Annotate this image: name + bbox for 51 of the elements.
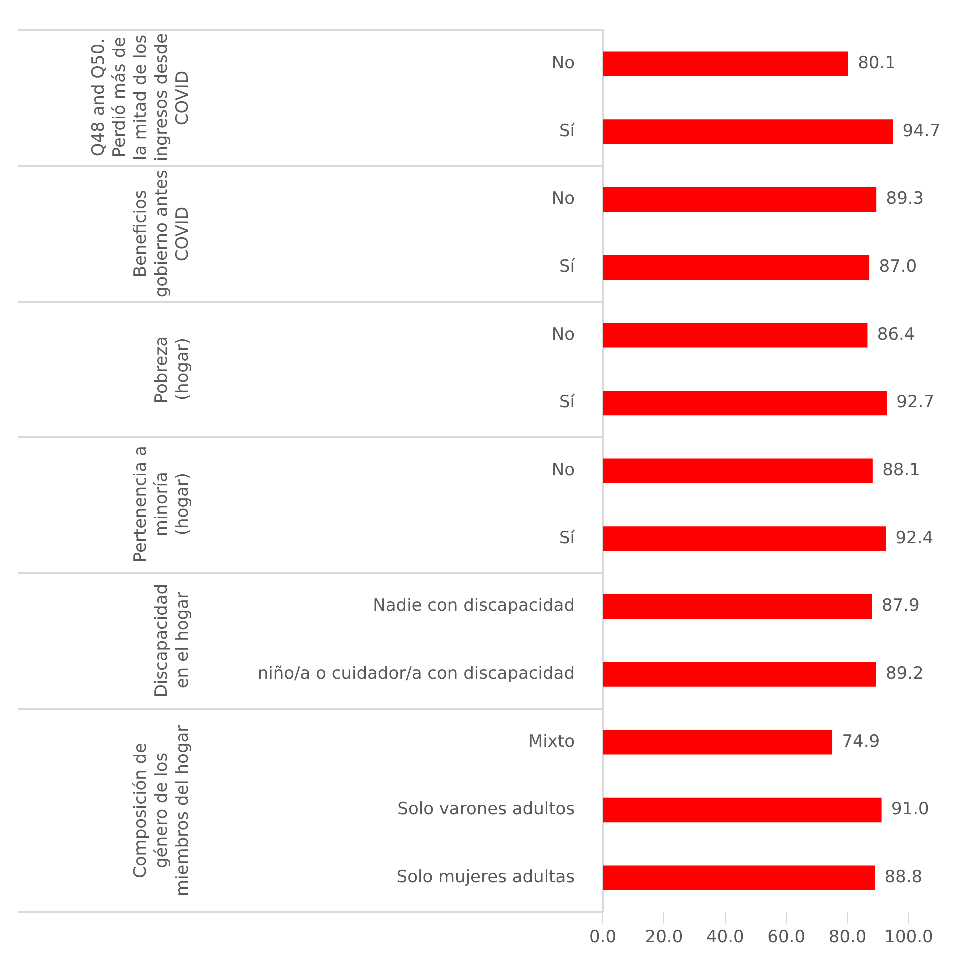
data-label: 88.8 <box>884 868 923 888</box>
y-tick-label: Mixto <box>528 732 575 752</box>
x-tick-label: 40.0 <box>706 928 744 948</box>
bar <box>603 594 872 620</box>
y-tick-label: No <box>552 460 575 481</box>
data-label: 80.1 <box>858 54 896 74</box>
data-label: 91.0 <box>891 800 930 820</box>
data-label: 88.1 <box>882 460 920 481</box>
bar <box>603 52 848 76</box>
text: Q48 and Q50. Perdió más de la mitad de los ingresos desde COVID <box>89 32 194 164</box>
x-tick-label: 20.0 <box>645 928 684 948</box>
y-tick-label: Solo varones adultos <box>398 800 576 820</box>
text: Beneficios gobierno antes COVID <box>131 168 194 300</box>
data-label: 89.3 <box>886 189 924 210</box>
bar <box>603 662 876 687</box>
text: Pobreza (hogar) <box>152 334 194 405</box>
y-tick-label: Sí <box>559 392 576 413</box>
x-tick-label: 80.0 <box>828 928 867 948</box>
data-label: 87.0 <box>879 257 918 278</box>
bar <box>603 730 833 755</box>
x-tick-label: 0.0 <box>589 928 617 948</box>
data-label: 87.9 <box>882 596 920 616</box>
y-tick-label: No <box>552 324 575 345</box>
y-tick-label: Sí <box>559 528 576 548</box>
y-tick-label: No <box>552 54 575 74</box>
data-label: 92.4 <box>896 528 934 548</box>
data-label: 92.7 <box>896 392 935 413</box>
bar <box>603 255 870 280</box>
bar <box>603 458 873 484</box>
text: Composición de género de los miembros del hogar <box>131 724 194 898</box>
x-tick-label: 60.0 <box>768 928 806 948</box>
text: Pertenencia a minoría (hogar) <box>131 446 194 566</box>
bar <box>603 866 876 890</box>
text: Discapacidad en el hogar <box>152 582 194 700</box>
bar <box>603 120 894 144</box>
bar <box>603 187 877 212</box>
bar <box>603 390 887 416</box>
data-label: 74.9 <box>842 732 880 752</box>
data-label: 89.2 <box>886 664 924 684</box>
y-tick-label: niño/a o cuidador/a con discapacidad <box>258 664 575 684</box>
y-tick-label: Sí <box>559 121 576 142</box>
bar <box>603 526 886 552</box>
y-tick-label: No <box>552 189 575 210</box>
bar <box>603 798 882 823</box>
data-label: 86.4 <box>877 324 916 345</box>
y-tick-label: Nadie con discapacidad <box>373 596 575 616</box>
x-tick-label: 100.0 <box>884 928 934 948</box>
y-tick-label: Sí <box>559 257 576 278</box>
bar <box>603 323 868 348</box>
y-tick-label: Solo mujeres adultas <box>396 868 576 888</box>
data-label: 94.7 <box>902 121 941 142</box>
